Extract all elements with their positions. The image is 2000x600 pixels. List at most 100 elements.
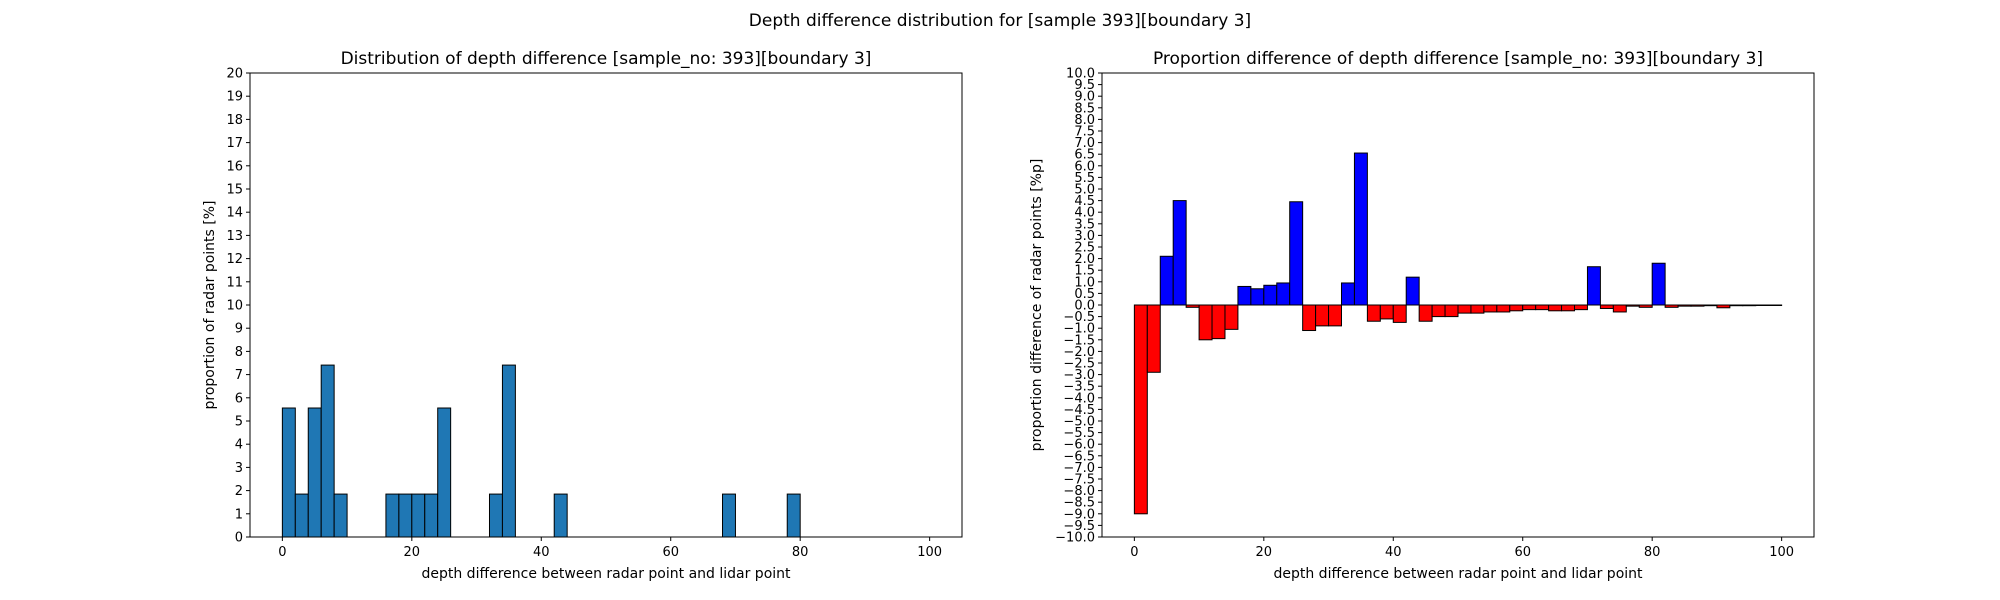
bar <box>1677 304 1692 307</box>
y-tick-label: 2 <box>235 484 243 499</box>
bar <box>1328 304 1342 327</box>
bar <box>1315 304 1330 327</box>
bar <box>1444 304 1459 318</box>
y-tick-label: 0 <box>235 531 243 546</box>
y-tick-label: 7.5 <box>1074 125 1095 140</box>
y-tick-label: 18 <box>226 113 243 128</box>
y-tick-label: 6 <box>235 391 243 406</box>
x-tick-label: 60 <box>662 545 679 560</box>
y-axis-label: proportion of radar points [%] <box>202 200 218 409</box>
bar <box>1302 304 1317 332</box>
y-tick-label: 3 <box>235 461 243 476</box>
bar <box>1470 304 1485 314</box>
bar <box>1574 304 1588 311</box>
y-tick-label: 15 <box>226 183 243 198</box>
y-tick-label: 0.5 <box>1074 287 1095 302</box>
x-tick-label: 20 <box>1256 545 1273 560</box>
bar <box>1729 304 1744 307</box>
bar <box>1146 304 1161 373</box>
y-tick-label: 5 <box>235 415 243 430</box>
plot-frame <box>1101 72 1815 538</box>
bar <box>1612 304 1627 313</box>
y-tick-label: −1.0 <box>1063 322 1095 337</box>
distribution-chart: Distribution of depth difference [sample… <box>202 49 963 582</box>
x-tick-label: 60 <box>1514 545 1531 560</box>
bar <box>1664 304 1679 308</box>
y-tick-label: 2.0 <box>1074 252 1095 267</box>
y-tick-label: 16 <box>226 159 243 174</box>
x-tick-label: 0 <box>1130 545 1138 560</box>
x-axis: 0 20 40 60 80 100 <box>1130 537 1794 560</box>
bar <box>1716 304 1731 309</box>
y-tick-label: 0.0 <box>1074 299 1095 314</box>
bar <box>294 493 309 538</box>
y-tick-label: 11 <box>226 275 243 290</box>
chart-title: Distribution of depth difference [sample… <box>341 49 872 69</box>
y-tick-label: 1.5 <box>1074 264 1095 279</box>
y-tick-label: −9.0 <box>1063 507 1095 522</box>
plot-frame <box>249 72 963 538</box>
y-tick-label: 3.5 <box>1074 217 1095 232</box>
bars <box>1133 152 1783 515</box>
y-tick-label: 7 <box>235 368 243 383</box>
y-tick-label: −4.5 <box>1063 403 1095 418</box>
y-tick-label: −1.5 <box>1063 333 1095 348</box>
x-tick-label: 40 <box>1385 545 1402 560</box>
bar <box>1379 304 1394 320</box>
y-tick-label: 9.5 <box>1074 78 1095 93</box>
y-tick-label: −6.5 <box>1063 449 1095 464</box>
x-axis: 0 20 40 60 80 100 <box>278 537 942 560</box>
y-tick-label: 5.5 <box>1074 171 1095 186</box>
y-tick-label: −5.0 <box>1063 415 1095 430</box>
bar <box>1496 304 1511 313</box>
bar <box>1366 304 1381 322</box>
bar <box>437 407 452 538</box>
x-axis-label: depth difference between radar point and… <box>1273 566 1643 582</box>
y-tick-label: 8.5 <box>1074 101 1095 116</box>
bar <box>1638 304 1653 308</box>
bar <box>320 364 335 538</box>
bar <box>1237 285 1252 306</box>
y-tick-label: 4.0 <box>1074 206 1095 221</box>
bar <box>501 364 516 538</box>
bar <box>1548 304 1563 312</box>
y-tick-label: 4 <box>235 438 243 453</box>
bar <box>307 407 322 538</box>
y-tick-label: 9.0 <box>1074 90 1095 105</box>
bar <box>786 493 801 538</box>
y-axis: −10.0−9.5−9.0−8.5−8.0−7.5−7.0−6.5−6.0−5.… <box>1055 67 1102 546</box>
bar <box>1522 304 1537 311</box>
y-tick-label: 4.5 <box>1074 194 1095 209</box>
y-tick-label: 14 <box>226 206 243 221</box>
bar <box>488 493 503 538</box>
y-tick-label: −3.5 <box>1063 380 1095 395</box>
figure-suptitle: Depth difference distribution for [sampl… <box>749 11 1251 31</box>
bar <box>1353 152 1368 306</box>
y-tick-label: 19 <box>226 90 243 105</box>
bar <box>1703 304 1718 307</box>
y-tick-label: 1.0 <box>1074 275 1095 290</box>
bar <box>1289 201 1304 306</box>
y-tick-label: 13 <box>226 229 243 244</box>
bar <box>398 493 413 538</box>
bar <box>1509 304 1524 312</box>
bar <box>333 493 348 538</box>
bar <box>1224 304 1239 330</box>
bar <box>1172 200 1187 306</box>
x-tick-label: 100 <box>1769 545 1794 560</box>
bar <box>1561 304 1576 312</box>
y-tick-label: 8.0 <box>1074 113 1095 128</box>
y-tick-label: 10 <box>226 299 243 314</box>
bar <box>1483 304 1498 313</box>
bar <box>1159 255 1174 306</box>
y-tick-label: 17 <box>226 136 243 151</box>
proportion-difference-chart: Proportion difference of depth differenc… <box>1029 49 1815 582</box>
y-tick-label: 5.0 <box>1074 183 1095 198</box>
y-tick-label: −2.5 <box>1063 357 1095 372</box>
bar <box>1250 288 1265 306</box>
y-tick-label: 12 <box>226 252 243 267</box>
bar <box>1185 304 1200 308</box>
y-tick-label: 8 <box>235 345 243 360</box>
y-tick-label: −9.5 <box>1063 519 1095 534</box>
